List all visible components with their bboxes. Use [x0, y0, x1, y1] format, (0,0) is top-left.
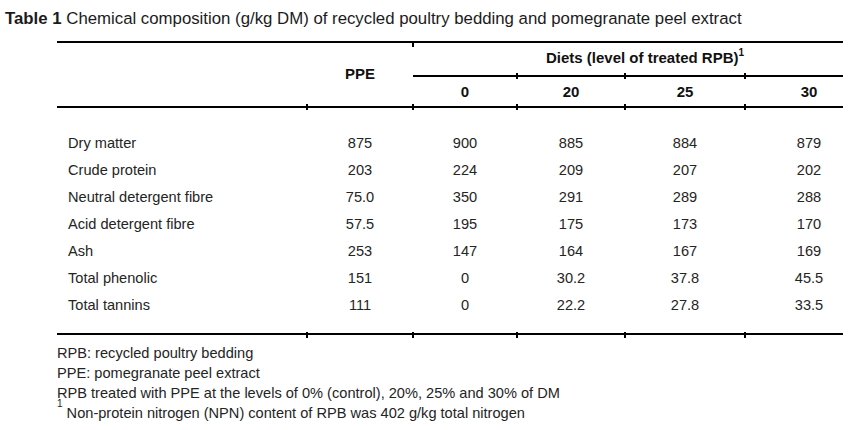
- ppe-value: 203: [307, 162, 413, 178]
- table-row: Acid detergent fibre 57.5 195 175 173 17…: [57, 210, 843, 237]
- table-body: Dry matter 875 900 885 884 879 Crude pro…: [57, 129, 843, 318]
- footnote-text: PPE: pomegranate peel extract: [57, 365, 260, 381]
- diet-30-value: 170: [745, 216, 843, 232]
- footnote-line: PPE: pomegranate peel extract: [57, 363, 847, 383]
- diet-30-value: 45.5: [745, 270, 843, 286]
- footnote-line: RPB: recycled poultry bedding: [57, 343, 847, 363]
- row-label: Acid detergent fibre: [57, 216, 307, 232]
- diet-25-value: 289: [625, 189, 745, 205]
- cell-boundary-tick: [744, 104, 746, 110]
- diet-0-value: 350: [413, 189, 517, 205]
- footnote-text: Non-protein nitrogen (NPN) content of RP…: [63, 405, 525, 421]
- cell-boundary-tick: [412, 104, 414, 110]
- diet-20-value: 885: [517, 135, 625, 151]
- diet-20-value: 291: [517, 189, 625, 205]
- cell-boundary-tick: [516, 104, 518, 110]
- cell-boundary-tick: [306, 104, 308, 110]
- ppe-value: 253: [307, 243, 413, 259]
- table-row: Ash 253 147 164 167 169: [57, 237, 843, 264]
- diet-20-value: 175: [517, 216, 625, 232]
- cell-boundary-tick: [624, 332, 626, 338]
- footnote-line: RPB treated with PPE at the levels of 0%…: [57, 383, 847, 403]
- diet-0-value: 147: [413, 243, 517, 259]
- footnote-line: 1 Non-protein nitrogen (NPN) content of …: [57, 403, 847, 423]
- row-label: Total phenolic: [57, 270, 307, 286]
- column-header-diet-30: 30: [745, 83, 843, 100]
- table-caption-text: Chemical composition (g/kg DM) of recycl…: [62, 9, 742, 28]
- diet-25-value: 173: [625, 216, 745, 232]
- diet-0-value: 900: [413, 135, 517, 151]
- row-label: Neutral detergent fibre: [57, 189, 307, 205]
- diet-20-value: 209: [517, 162, 625, 178]
- diet-0-value: 224: [413, 162, 517, 178]
- cell-boundary-tick: [624, 73, 626, 79]
- column-header-diet-20: 20: [517, 83, 625, 100]
- diet-level-header-row: 0 20 25 30: [413, 76, 843, 106]
- row-label: Dry matter: [57, 135, 307, 151]
- table-row: Neutral detergent fibre 75.0 350 291 289…: [57, 183, 843, 210]
- composition-table: PPE Diets (level of treated RPB)1 0 20 2…: [57, 41, 843, 336]
- footnote-text: RPB: recycled poultry bedding: [57, 345, 253, 361]
- diet-30-value: 33.5: [745, 297, 843, 313]
- ppe-value: 57.5: [307, 216, 413, 232]
- diet-20-value: 22.2: [517, 297, 625, 313]
- diet-25-value: 37.8: [625, 270, 745, 286]
- ppe-value: 75.0: [307, 189, 413, 205]
- diet-20-value: 164: [517, 243, 625, 259]
- diet-0-value: 0: [413, 297, 517, 313]
- cell-boundary-tick: [624, 104, 626, 110]
- cell-boundary-tick: [516, 332, 518, 338]
- ppe-value: 875: [307, 135, 413, 151]
- cell-boundary-tick: [412, 41, 414, 47]
- cell-boundary-tick: [516, 73, 518, 79]
- cell-boundary-tick: [744, 73, 746, 79]
- table-caption-number: Table 1: [5, 9, 62, 28]
- footnote-superscript: 1: [57, 398, 63, 409]
- ppe-value: 111: [307, 297, 413, 313]
- table-row: Crude protein 203 224 209 207 202: [57, 156, 843, 183]
- cell-boundary-tick: [306, 332, 308, 338]
- diet-30-value: 169: [745, 243, 843, 259]
- diet-0-value: 195: [413, 216, 517, 232]
- footnote-text: RPB treated with PPE at the levels of 0%…: [57, 385, 560, 401]
- diet-30-value: 288: [745, 189, 843, 205]
- footnotes: RPB: recycled poultry bedding PPE: pomeg…: [57, 343, 847, 423]
- column-header-diet-0: 0: [413, 83, 517, 100]
- diet-20-value: 30.2: [517, 270, 625, 286]
- diet-25-value: 884: [625, 135, 745, 151]
- row-label: Crude protein: [57, 162, 307, 178]
- cell-boundary-tick: [744, 332, 746, 338]
- diets-spanner-text: Diets (level of treated RPB): [546, 49, 739, 66]
- table-row: Total tannins 111 0 22.2 27.8 33.5: [57, 291, 843, 318]
- cell-boundary-tick: [412, 332, 414, 338]
- diet-25-value: 207: [625, 162, 745, 178]
- diet-25-value: 27.8: [625, 297, 745, 313]
- column-header-ppe: PPE: [307, 41, 413, 106]
- table-row: Total phenolic 151 0 30.2 37.8 45.5: [57, 264, 843, 291]
- diet-30-value: 202: [745, 162, 843, 178]
- row-label: Ash: [57, 243, 307, 259]
- header-bottom-rule: [57, 106, 843, 108]
- row-label: Total tannins: [57, 297, 307, 313]
- table-bottom-rule: [57, 333, 843, 335]
- table-row: Dry matter 875 900 885 884 879: [57, 129, 843, 156]
- table-caption: Table 1 Chemical composition (g/kg DM) o…: [5, 9, 849, 29]
- column-header-diets: Diets (level of treated RPB)1: [413, 41, 843, 74]
- diet-25-value: 167: [625, 243, 745, 259]
- diet-30-value: 879: [745, 135, 843, 151]
- diet-0-value: 0: [413, 270, 517, 286]
- ppe-value: 151: [307, 270, 413, 286]
- column-header-diet-25: 25: [625, 83, 745, 100]
